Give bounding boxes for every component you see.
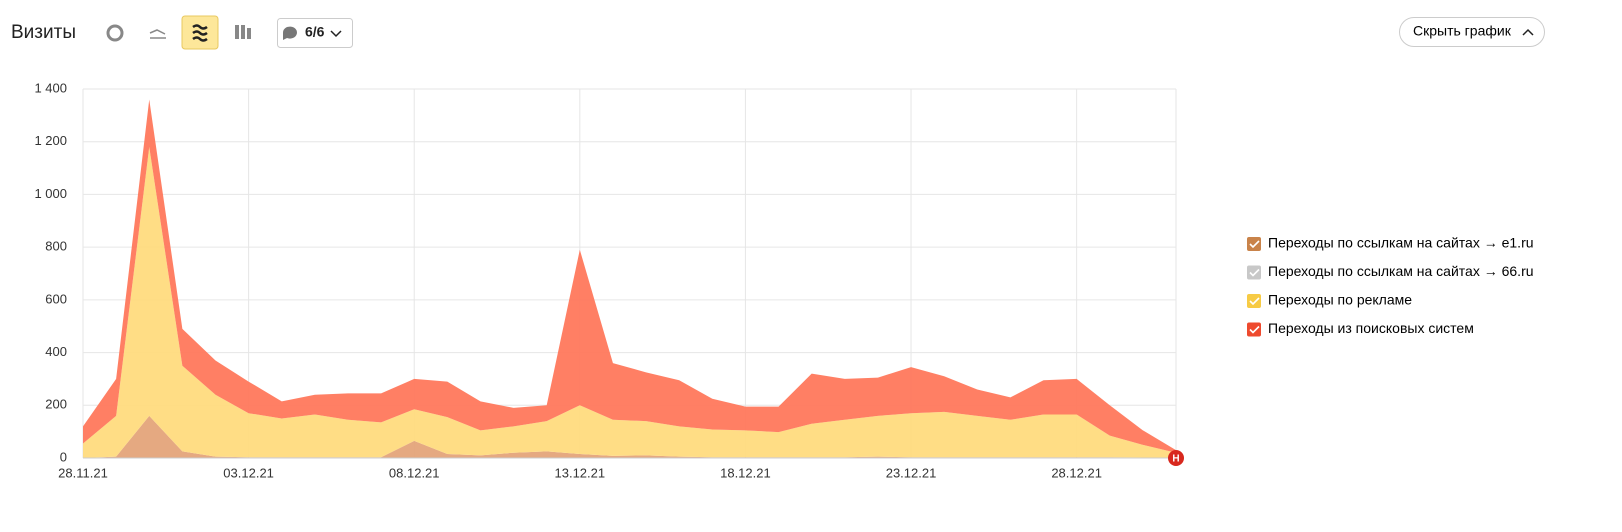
x-tick-label: 08.12.21 [389,465,440,480]
hide-label: Скрыть график [1413,23,1512,39]
legend-check [1249,325,1260,334]
x-tick-label: 13.12.21 [555,465,606,480]
legend-label: Переходы по ссылкам на сайтах → 66.ru [1268,263,1534,279]
y-tick-label: 1 200 [34,133,67,148]
x-tick-label: 03.12.21 [223,465,274,480]
segments-count: 6/6 [305,24,325,40]
hide-button[interactable]: Скрыть график [1399,17,1545,47]
legend-checkbox [1247,237,1261,251]
y-tick-label: 200 [45,397,67,412]
y-tick-label: 0 [60,449,67,464]
area [83,146,1176,458]
legend-item[interactable]: Переходы по ссылкам на сайтах → 66.ru [1247,263,1534,280]
legend-label: Переходы из поисковых систем [1268,320,1474,336]
legend-label: Переходы по ссылкам на сайтах → e1.ru [1268,235,1534,251]
area-icon[interactable] [181,15,219,50]
segments-button[interactable]: 6/6 [277,18,353,48]
legend-item[interactable]: Переходы по ссылкам на сайтах → e1.ru [1247,235,1534,251]
area [83,99,1176,453]
annotation-marker[interactable]: Н [1168,450,1184,466]
legend-check [1249,240,1260,249]
title: Визиты [11,22,76,43]
y-tick-label: 1 000 [34,186,67,201]
x-tick-label: 28.12.21 [1051,465,1102,480]
x-tick-label: 23.12.21 [886,465,937,480]
line-icon[interactable] [149,29,166,39]
legend-item[interactable]: Переходы по рекламе [1247,292,1412,308]
bar-icon[interactable] [235,25,251,39]
y-tick-label: 800 [45,239,67,254]
legend-check [1249,297,1260,306]
y-tick-label: 1 400 [34,80,67,95]
x-tick-label: 18.12.21 [720,465,771,480]
y-tick-label: 600 [45,291,67,306]
pie-icon[interactable] [106,24,124,42]
y-tick-label: 400 [45,344,67,359]
legend-checkbox [1247,265,1261,280]
annotation-dot [1168,450,1184,466]
annotation-label: Н [1172,454,1179,465]
legend-checkbox [1247,294,1261,308]
legend-label: Переходы по рекламе [1268,292,1412,308]
x-tick-label: 28.11.21 [58,465,108,480]
legend-check [1249,268,1260,277]
legend-item[interactable]: Переходы из поисковых систем [1247,320,1474,337]
area [83,415,1176,458]
legend-checkbox [1247,322,1261,337]
